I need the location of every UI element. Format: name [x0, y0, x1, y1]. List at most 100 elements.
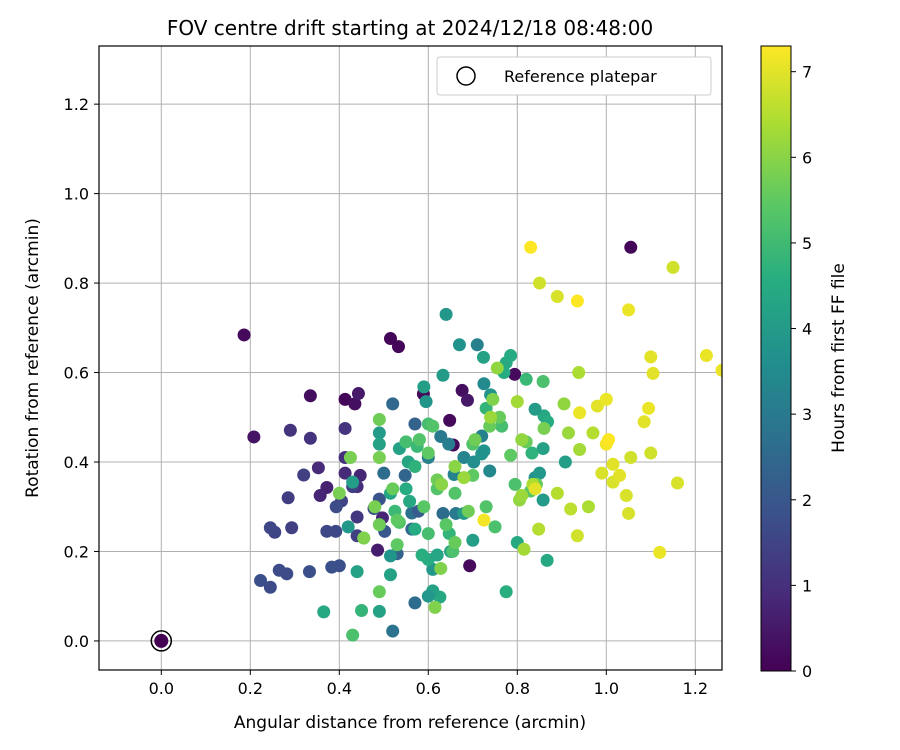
data-point: [573, 442, 587, 456]
data-point: [467, 455, 481, 469]
colorbar-tick-label: 4: [802, 320, 812, 339]
data-point: [439, 307, 453, 321]
data-point: [525, 446, 539, 460]
x-tick-label: 1.0: [594, 679, 619, 698]
y-tick-label: 1.0: [64, 185, 89, 204]
data-point: [653, 545, 667, 559]
data-point: [515, 433, 529, 447]
data-point: [595, 466, 609, 480]
data-point: [338, 421, 352, 435]
data-point: [532, 522, 546, 536]
data-point: [332, 559, 346, 573]
plot-frame: [98, 45, 723, 671]
y-tick-label: 1.2: [64, 95, 89, 114]
data-point: [573, 406, 587, 420]
data-point: [499, 585, 513, 599]
data-point: [247, 430, 261, 444]
data-point: [415, 548, 429, 562]
legend-entry-label: Reference platepar: [504, 67, 657, 86]
data-point: [490, 361, 504, 375]
data-point: [430, 548, 444, 562]
data-point: [383, 332, 397, 346]
data-point: [398, 468, 412, 482]
y-tick-label: 0.4: [64, 453, 89, 472]
data-point: [477, 513, 491, 527]
data-point: [371, 543, 385, 557]
data-point: [313, 489, 327, 503]
data-point: [484, 410, 498, 424]
data-point: [460, 393, 474, 407]
data-point: [602, 433, 616, 447]
data-point: [448, 486, 462, 500]
data-point: [504, 448, 518, 462]
data-point: [436, 368, 450, 382]
data-point: [439, 518, 453, 532]
data-point: [540, 553, 554, 567]
data-point: [582, 500, 595, 514]
data-point: [346, 475, 360, 489]
data-point: [624, 451, 638, 465]
data-point: [329, 524, 343, 538]
data-point: [417, 380, 431, 394]
data-point: [386, 482, 400, 496]
x-axis-ticks: 0.0 0.2 0.4 0.6 0.8 1.0 1.2: [149, 670, 708, 698]
grid: [99, 46, 722, 670]
data-point: [637, 415, 651, 429]
data-point: [537, 421, 551, 435]
colorbar-tick-label: 7: [802, 63, 812, 82]
data-point: [297, 468, 311, 482]
data-point: [470, 338, 484, 352]
data-point: [599, 392, 613, 406]
data-point: [350, 565, 364, 579]
data-point: [421, 446, 435, 460]
colorbar: 0 1 2 3 4 5 6 7 Hours from first FF file: [760, 45, 849, 681]
data-point: [368, 500, 382, 514]
data-point: [564, 502, 578, 516]
data-point: [303, 431, 317, 445]
data-point: [476, 350, 490, 364]
data-point: [317, 605, 331, 619]
data-point: [536, 493, 550, 507]
colorbar-gradient: [760, 45, 792, 672]
data-point: [263, 521, 277, 535]
data-point: [408, 522, 422, 536]
data-point: [383, 568, 397, 582]
data-point: [399, 482, 413, 496]
data-point: [619, 489, 633, 503]
data-point: [377, 466, 391, 480]
data-point: [448, 459, 462, 473]
data-point: [457, 471, 471, 485]
data-point: [263, 580, 277, 594]
data-point: [372, 413, 386, 427]
reference-platepar-marker: [150, 630, 173, 652]
data-point: [351, 387, 365, 401]
data-point: [508, 477, 522, 491]
data-point: [624, 240, 638, 254]
data-point: [386, 397, 400, 411]
data-point: [699, 349, 713, 363]
colorbar-tick-label: 6: [802, 148, 812, 167]
y-axis-label: Rotation from reference (arcmin): [23, 218, 43, 498]
data-point: [524, 240, 538, 254]
data-point: [550, 289, 564, 303]
data-points: [237, 240, 722, 642]
data-point: [646, 366, 660, 380]
data-point: [338, 466, 352, 480]
data-point: [493, 410, 506, 424]
data-point: [343, 451, 357, 465]
data-point: [435, 477, 449, 491]
data-point: [561, 426, 575, 440]
data-point: [346, 628, 360, 642]
data-point: [606, 457, 620, 471]
data-point: [338, 392, 352, 406]
data-point: [391, 340, 405, 354]
data-point: [622, 506, 636, 520]
data-point: [408, 596, 422, 610]
data-point: [455, 383, 469, 397]
x-tick-label: 0.2: [238, 679, 263, 698]
data-point: [386, 624, 400, 638]
data-point: [237, 328, 251, 342]
data-point: [281, 491, 295, 505]
y-tick-label: 0.8: [64, 274, 89, 293]
data-point: [390, 538, 404, 552]
